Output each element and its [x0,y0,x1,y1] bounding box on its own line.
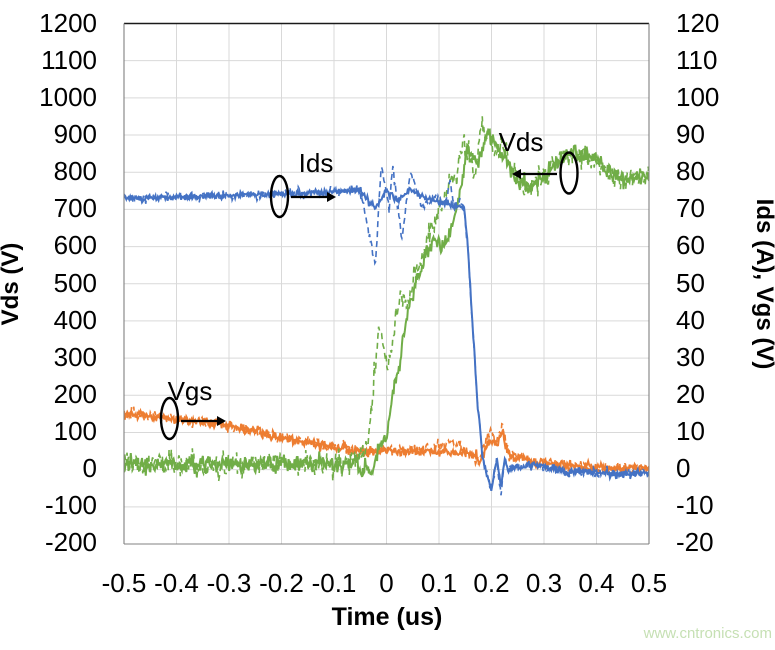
svg-text:600: 600 [54,230,97,260]
svg-text:0: 0 [83,453,97,483]
svg-text:110: 110 [676,45,717,75]
svg-text:0.3: 0.3 [526,568,562,598]
svg-text:Ids: Ids [299,148,334,178]
svg-text:-100: -100 [45,490,97,520]
svg-text:900: 900 [54,119,97,149]
svg-text:0.2: 0.2 [473,568,509,598]
svg-text:1100: 1100 [41,45,97,75]
svg-text:Ids (A), Vgs (V): Ids (A), Vgs (V) [751,199,775,370]
svg-text:70: 70 [676,193,705,223]
svg-text:0: 0 [676,453,690,483]
svg-text:700: 700 [54,193,97,223]
svg-text:50: 50 [676,268,705,298]
svg-text:-0.5: -0.5 [102,568,147,598]
svg-text:200: 200 [54,379,97,409]
svg-text:Vds (V): Vds (V) [0,243,24,326]
svg-text:Vds: Vds [499,127,544,157]
svg-text:300: 300 [54,342,97,372]
svg-text:-0.4: -0.4 [154,568,199,598]
svg-text:100: 100 [54,416,97,446]
svg-text:-10: -10 [676,490,714,520]
svg-text:100: 100 [676,82,719,112]
svg-text:40: 40 [676,305,705,335]
svg-text:www.cntronics.com: www.cntronics.com [643,625,772,642]
svg-text:Time (us): Time (us) [332,603,443,631]
svg-text:0: 0 [379,568,393,598]
svg-text:800: 800 [54,156,97,186]
svg-text:80: 80 [676,156,705,186]
svg-text:90: 90 [676,119,705,149]
svg-text:0.1: 0.1 [421,568,457,598]
svg-text:10: 10 [676,416,705,446]
svg-text:1000: 1000 [39,82,97,112]
svg-text:400: 400 [54,305,97,335]
svg-text:-0.2: -0.2 [259,568,304,598]
svg-text:0.5: 0.5 [631,568,667,598]
svg-text:60: 60 [676,230,705,260]
svg-text:500: 500 [54,268,97,298]
svg-text:-0.3: -0.3 [207,568,252,598]
svg-text:1200: 1200 [39,8,97,38]
svg-text:-20: -20 [676,527,714,557]
svg-text:-0.1: -0.1 [312,568,357,598]
svg-text:-200: -200 [45,527,97,557]
svg-text:120: 120 [676,8,719,38]
svg-text:0.4: 0.4 [578,568,614,598]
svg-text:30: 30 [676,342,705,372]
svg-text:20: 20 [676,379,705,409]
